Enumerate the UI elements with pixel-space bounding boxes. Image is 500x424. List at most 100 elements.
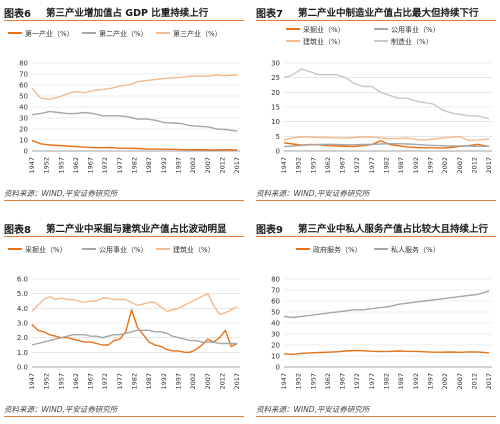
y-tick-label: 80 [271, 276, 280, 284]
y-tick-label: 70 [19, 71, 28, 79]
series-line [31, 293, 238, 315]
legend-label: 采掘业（%） [303, 25, 345, 34]
figure-title: 第二产业中制造业产值占比最大但持续下行 [298, 8, 479, 19]
series-line [283, 349, 490, 356]
x-tick-label: 1997 [426, 157, 434, 174]
legend-label: 建筑业（%） [303, 37, 345, 46]
figure-title-bar: 图表9 第三产业中私人服务产值占比较大且持续上行 [256, 220, 496, 237]
y-tick-label: 20 [271, 342, 280, 350]
legend-label: 制造业（%） [391, 37, 433, 46]
x-tick-label: 2017 [233, 373, 241, 390]
x-tick-label: 2007 [456, 157, 464, 174]
x-tick-label: 1987 [397, 373, 405, 390]
legend-label: 公用事业（%） [391, 25, 440, 34]
x-tick-label: 1987 [145, 373, 153, 390]
x-tick-label: 1982 [131, 373, 139, 390]
y-tick-label: 4.0 [17, 305, 28, 313]
x-tick-label: 1992 [412, 157, 420, 174]
x-tick-label: 1977 [368, 373, 376, 390]
x-tick-label: 1977 [116, 373, 124, 390]
x-tick-label: 1972 [101, 373, 109, 390]
figure-title: 第三产业中私人服务产值占比较大且持续上行 [298, 224, 489, 235]
source-divider [256, 200, 496, 201]
x-tick-label: 2017 [233, 157, 241, 174]
series-line [283, 68, 490, 120]
legend-label: 第一产业（%） [25, 29, 74, 38]
line-chart: 第一产业（%） 第二产业（%） 第三产业（%） 0 10 20 30 40 50 60 70 80 19… [8, 29, 241, 174]
y-tick-label: 0 [276, 364, 280, 372]
figure-panel-7: 图表7 第二产业中制造业产值占比最大但持续下行 采掘业（%） 公用事业（%） 建筑业… [256, 4, 496, 204]
x-tick-label: 2007 [456, 373, 464, 390]
x-tick-label: 1977 [116, 157, 124, 174]
y-tick-label: 40 [271, 320, 280, 328]
legend-label: 政府服务（%） [313, 245, 362, 254]
x-tick-label: 2012 [218, 373, 226, 390]
x-tick-label: 2002 [189, 373, 197, 390]
y-tick-label: 70 [271, 287, 280, 295]
x-tick-label: 2012 [218, 157, 226, 174]
y-tick-label: 60 [19, 82, 28, 90]
legend-label: 第二产业（%） [99, 29, 148, 38]
y-tick-label: 2.0 [17, 334, 28, 342]
legend-label: 第三产业（%） [173, 29, 222, 38]
x-tick-label: 2007 [204, 157, 212, 174]
x-tick-label: 1957 [57, 157, 65, 174]
figure-label: 图表6 [4, 9, 31, 20]
legend-label: 私人服务（%） [391, 245, 440, 254]
x-tick-label: 2012 [470, 373, 478, 390]
figure-panel-9: 图表9 第三产业中私人服务产值占比较大且持续上行 政府服务（%） 私人服务（%） 0… [256, 220, 496, 420]
x-tick-label: 1962 [324, 157, 332, 174]
y-tick-label: 10 [19, 137, 28, 145]
y-tick-label: 30 [271, 60, 280, 68]
y-tick-label: 1.0 [17, 349, 28, 357]
x-tick-label: 1947 [28, 157, 36, 174]
x-tick-label: 1957 [309, 373, 317, 390]
x-tick-label: 2002 [441, 157, 449, 174]
line-chart: 采掘业（%） 公用事业（%） 建筑业（%） 制造业（%） 0 5 10 15 20 25 30 194… [271, 25, 493, 174]
figure-panel-8: 图表8 第二产业中采掘与建筑业产值占比波动明显 采掘业（%） 公用事业（%） 建筑业… [4, 220, 244, 420]
x-tick-label: 1947 [280, 157, 288, 174]
x-tick-label: 1947 [28, 373, 36, 390]
figure-label: 图表8 [4, 225, 31, 236]
source-note: 资料来源：WIND,平安证券研究所 [4, 189, 118, 198]
figure-title: 第二产业中采掘与建筑业产值占比波动明显 [46, 224, 227, 235]
x-tick-label: 1962 [324, 373, 332, 390]
x-tick-label: 1967 [339, 373, 347, 390]
source-divider [4, 200, 244, 201]
x-tick-label: 1982 [383, 373, 391, 390]
series-line [283, 142, 490, 148]
source-note: 资料来源：WIND,平安证券研究所 [4, 405, 118, 414]
figure-label: 图表7 [256, 9, 283, 20]
y-tick-label: 50 [19, 93, 28, 101]
x-tick-label: 2017 [485, 373, 493, 390]
line-chart: 政府服务（%） 私人服务（%） 0 10 20 30 40 50 60 70 80 1947 1952 1… [271, 245, 493, 390]
x-tick-label: 1947 [280, 373, 288, 390]
x-tick-label: 1972 [353, 157, 361, 174]
y-tick-label: 0 [276, 148, 280, 156]
legend-label: 建筑业（%） [173, 245, 215, 254]
x-tick-label: 2002 [441, 373, 449, 390]
legend-label: 采掘业（%） [25, 245, 67, 254]
y-tick-label: 0 [24, 148, 28, 156]
x-tick-label: 1992 [412, 373, 420, 390]
y-tick-label: 40 [19, 104, 28, 112]
figure-title-bar: 图表7 第二产业中制造业产值占比最大但持续下行 [256, 4, 496, 21]
figure-label: 图表9 [256, 225, 283, 236]
x-tick-label: 1982 [131, 157, 139, 174]
y-tick-label: 30 [19, 115, 28, 123]
y-tick-label: 0.0 [17, 364, 28, 372]
x-tick-label: 2007 [204, 373, 212, 390]
x-tick-label: 1962 [72, 373, 80, 390]
source-divider [256, 416, 496, 417]
y-tick-label: 10 [271, 118, 280, 126]
x-tick-label: 1952 [295, 157, 303, 174]
legend-label: 公用事业（%） [99, 245, 148, 254]
figure-title: 第三产业增加值占 GDP 比重持续上行 [46, 8, 209, 19]
x-tick-label: 1972 [101, 157, 109, 174]
series-line [31, 309, 238, 354]
x-tick-label: 1967 [87, 373, 95, 390]
y-tick-label: 5.0 [17, 290, 28, 298]
y-tick-label: 20 [271, 89, 280, 97]
series-line [283, 290, 490, 319]
x-tick-label: 1987 [145, 157, 153, 174]
